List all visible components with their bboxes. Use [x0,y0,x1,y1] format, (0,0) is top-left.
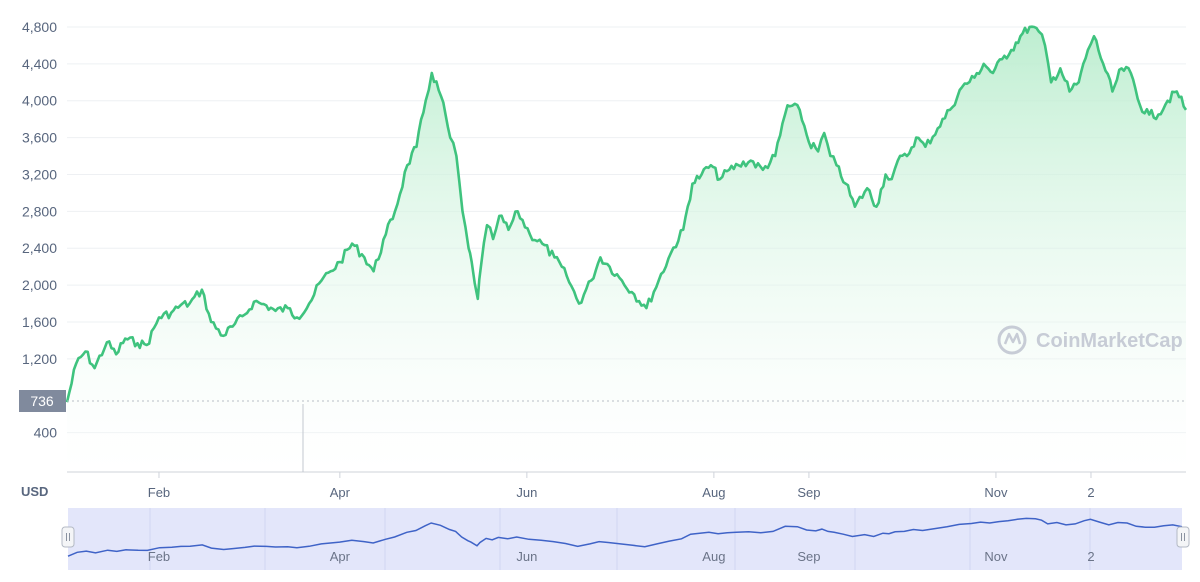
watermark: CoinMarketCap [997,325,1183,355]
price-line [65,25,1188,403]
navigator-x-tick-label: Nov [984,549,1008,564]
x-tick-label: Nov [984,485,1008,500]
unit-label: USD [21,484,48,499]
y-tick-label: 2,800 [22,203,57,219]
navigator-left-handle[interactable] [61,526,75,548]
navigator-x-tick-label: Aug [702,549,725,564]
x-tick-label: Jun [516,485,537,500]
watermark-text: CoinMarketCap [1036,330,1183,352]
navigator-x-axis: Feb Apr Jun Aug Sep Nov 2 [148,549,1095,564]
range-navigator[interactable]: Feb Apr Jun Aug Sep Nov 2 [61,508,1190,570]
y-tick-label: 1,600 [22,314,57,330]
y-tick-label: 2,000 [22,277,57,293]
navigator-x-tick-label: Jun [516,549,537,564]
y-axis: 400 1,200 1,600 2,000 2,400 2,800 3,200 3,600 4,… [22,19,57,441]
x-tick-label: Sep [797,485,820,500]
x-axis: Feb Apr Jun Aug Sep Nov 2 [148,472,1095,500]
x-tick-label: Aug [702,485,725,500]
navigator-line [67,517,1183,557]
y-tick-label: 3,600 [22,130,57,146]
current-price-badge: 736 [19,390,66,412]
y-tick-label: 2,400 [22,240,57,256]
y-tick-label: 400 [34,425,58,441]
current-price-value: 736 [30,393,54,409]
navigator-x-tick-label: Apr [330,549,351,564]
price-area [67,26,1186,472]
x-tick-label: 2 [1087,485,1094,500]
navigator-x-tick-label: Feb [148,549,170,564]
y-tick-label: 4,400 [22,56,57,72]
navigator-background [68,508,1182,570]
navigator-series-line [67,517,1183,557]
x-tick-label: Feb [148,485,170,500]
price-series-line [65,25,1188,403]
coinmarketcap-logo-icon [997,325,1027,355]
y-tick-label: 1,200 [22,351,57,367]
navigator-x-tick-label: Sep [797,549,820,564]
navigator-right-handle[interactable] [1176,526,1190,548]
navigator-x-tick-label: 2 [1087,549,1094,564]
y-tick-label: 3,200 [22,166,57,182]
price-area-fill [67,26,1186,472]
y-tick-label: 4,000 [22,93,57,109]
y-tick-label: 4,800 [22,19,57,35]
x-tick-label: Apr [330,485,351,500]
